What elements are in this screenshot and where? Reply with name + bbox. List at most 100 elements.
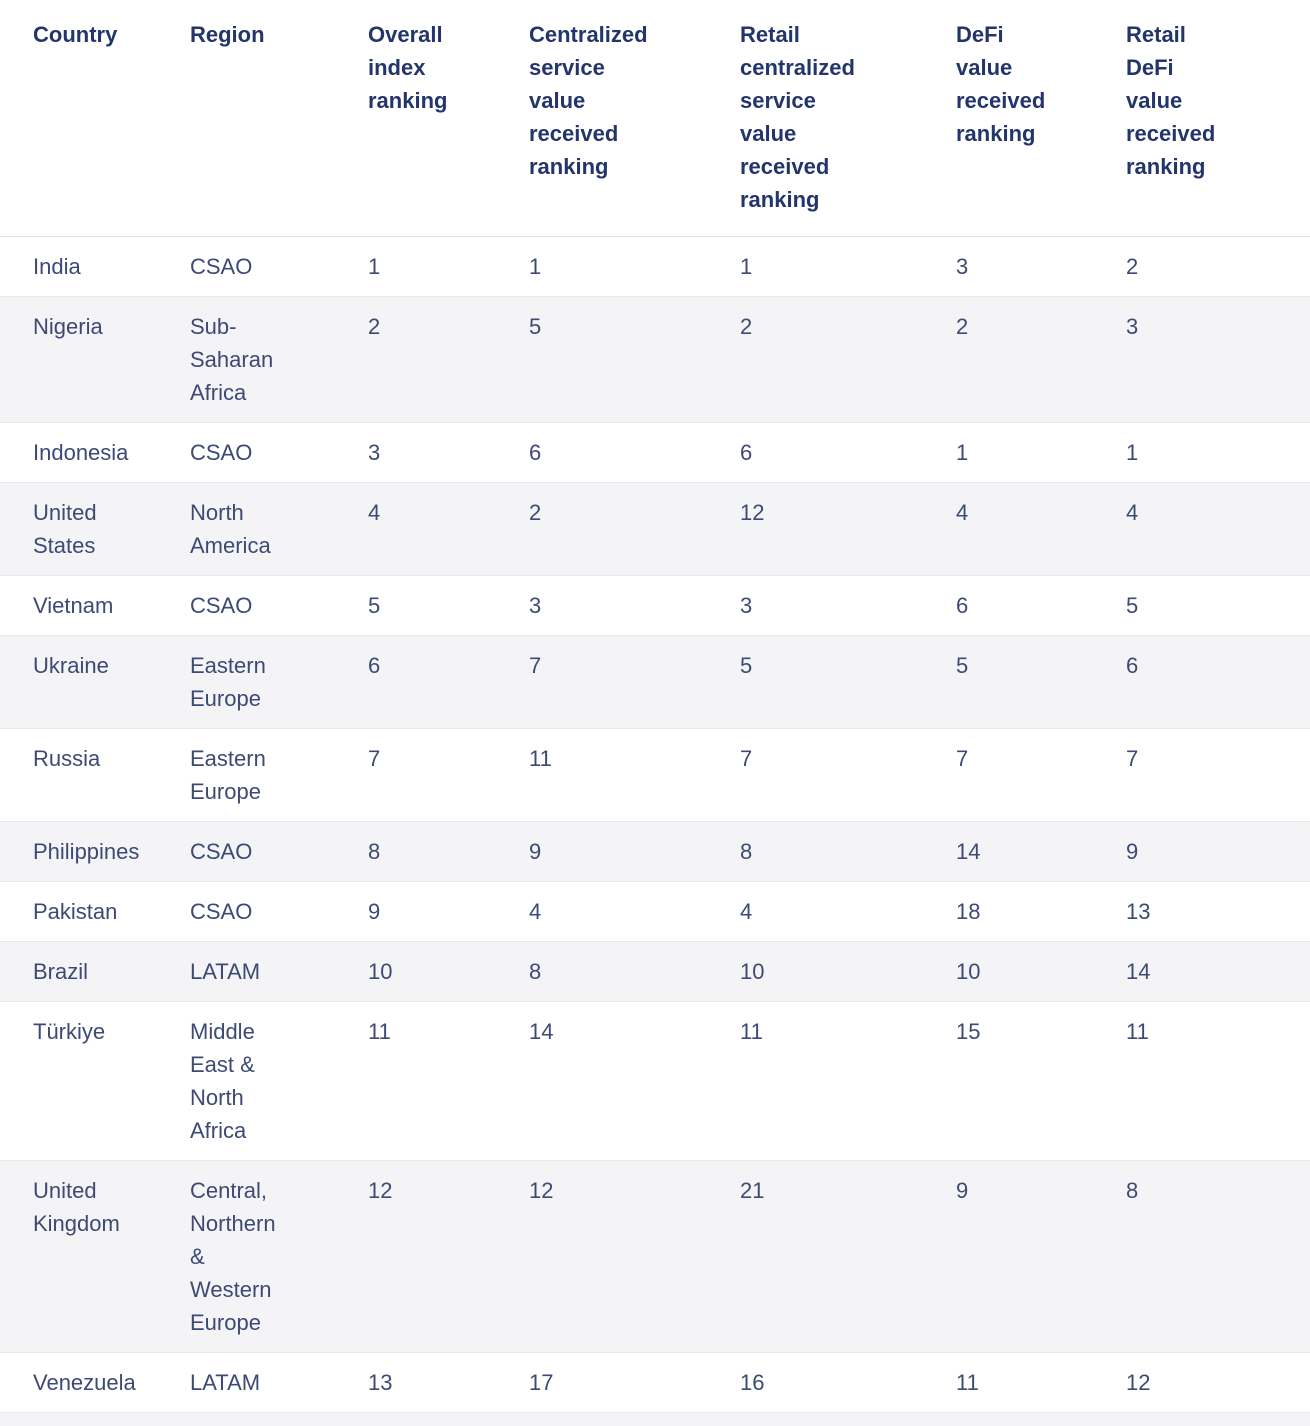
overall-index-ranking-cell: 7	[368, 746, 381, 771]
table-row: Philippines CSAO 8 9 8 14 9	[0, 821, 1310, 882]
table-row: United Kingdom Central, Northern & Wester…	[0, 1160, 1310, 1353]
defi-value-received-ranking-cell: 14	[956, 839, 981, 864]
centralized-service-value-received-ranking-cell: 14	[529, 1019, 554, 1044]
country-cell: Venezuela	[33, 1370, 136, 1395]
country-cell: India	[33, 254, 81, 279]
region-cell: North America	[190, 500, 271, 558]
region-cell: LATAM	[190, 1370, 261, 1395]
overall-index-ranking-cell: 12	[368, 1178, 393, 1203]
region-cell: Eastern Europe	[190, 746, 266, 804]
country-cell: Ukraine	[33, 653, 109, 678]
table-row: Vietnam CSAO 5 3 3 6 5	[0, 575, 1310, 636]
column-header-overall-index-ranking: Overall index ranking	[367, 0, 528, 237]
retail-defi-value-received-ranking-cell: 13	[1126, 899, 1151, 924]
overall-index-ranking-cell: 6	[368, 653, 381, 678]
defi-value-received-ranking-cell: 9	[956, 1178, 969, 1203]
table-row: Russia Eastern Europe 7 11 7 7 7	[0, 728, 1310, 822]
table-row: Indonesia CSAO 3 6 6 1 1	[0, 422, 1310, 483]
retail-defi-value-received-ranking-cell: 14	[1126, 959, 1151, 984]
retail-centralized-service-value-received-ranking-cell: 2	[740, 314, 753, 339]
table-row: India CSAO 1 1 1 3 2	[0, 236, 1310, 297]
retail-defi-value-received-ranking-cell: 2	[1126, 254, 1139, 279]
defi-value-received-ranking-cell: 4	[956, 500, 969, 525]
overall-index-ranking-cell: 13	[368, 1370, 393, 1395]
country-cell: Indonesia	[33, 440, 129, 465]
table-row: Venezuela LATAM 13 17 16 11 12	[0, 1352, 1310, 1413]
retail-centralized-service-value-received-ranking-cell: 16	[740, 1370, 765, 1395]
partial-next-row	[0, 1413, 1310, 1426]
column-header-retail-defi-value-received-ranking: Retail DeFi value received ranking	[1125, 0, 1310, 237]
overall-index-ranking-cell: 8	[368, 839, 381, 864]
retail-centralized-service-value-received-ranking-cell: 5	[740, 653, 753, 678]
centralized-service-value-received-ranking-cell: 3	[529, 593, 542, 618]
header-row: Country Region Overall index ranking Centra…	[0, 0, 1310, 237]
retail-defi-value-received-ranking-cell: 5	[1126, 593, 1139, 618]
overall-index-ranking-cell: 11	[368, 1019, 391, 1044]
column-header-region: Region	[189, 0, 367, 237]
overall-index-ranking-cell: 1	[368, 254, 381, 279]
region-cell: Eastern Europe	[190, 653, 266, 711]
defi-value-received-ranking-cell: 3	[956, 254, 969, 279]
region-cell: CSAO	[190, 839, 253, 864]
retail-centralized-service-value-received-ranking-cell: 6	[740, 440, 753, 465]
retail-centralized-service-value-received-ranking-cell: 12	[740, 500, 765, 525]
retail-defi-value-received-ranking-cell: 4	[1126, 500, 1139, 525]
defi-value-received-ranking-cell: 7	[956, 746, 969, 771]
defi-value-received-ranking-cell: 10	[956, 959, 981, 984]
centralized-service-value-received-ranking-cell: 1	[529, 254, 542, 279]
retail-centralized-service-value-received-ranking-cell: 8	[740, 839, 753, 864]
column-header-defi-value-received-ranking: DeFi value received ranking	[955, 0, 1125, 237]
overall-index-ranking-cell: 2	[368, 314, 381, 339]
table-row: Ukraine Eastern Europe 6 7 5 5 6	[0, 635, 1310, 729]
country-cell: Brazil	[33, 959, 89, 984]
centralized-service-value-received-ranking-cell: 2	[529, 500, 542, 525]
retail-defi-value-received-ranking-cell: 3	[1126, 314, 1139, 339]
retail-defi-value-received-ranking-cell: 7	[1126, 746, 1139, 771]
country-cell: Türkiye	[33, 1019, 106, 1044]
centralized-service-value-received-ranking-cell: 11	[529, 746, 552, 771]
region-cell: Central, Northern & Western Europe	[190, 1178, 276, 1335]
table-row: Pakistan CSAO 9 4 4 18 13	[0, 881, 1310, 942]
table-row: United States North America 4 2 12 4 4	[0, 482, 1310, 576]
country-cell: Pakistan	[33, 899, 118, 924]
table-row: Nigeria Sub-Saharan Africa 2 5 2 2 3	[0, 296, 1310, 423]
retail-centralized-service-value-received-ranking-cell: 4	[740, 899, 753, 924]
table-row: Türkiye Middle East & North Africa 11 14 11 1…	[0, 1001, 1310, 1161]
centralized-service-value-received-ranking-cell: 5	[529, 314, 542, 339]
defi-value-received-ranking-cell: 15	[956, 1019, 981, 1044]
defi-value-received-ranking-cell: 5	[956, 653, 969, 678]
region-cell: LATAM	[190, 959, 261, 984]
centralized-service-value-received-ranking-cell: 9	[529, 839, 542, 864]
retail-defi-value-received-ranking-cell: 12	[1126, 1370, 1151, 1395]
retail-defi-value-received-ranking-cell: 1	[1126, 440, 1139, 465]
overall-index-ranking-cell: 5	[368, 593, 381, 618]
column-header-country: Country	[0, 0, 189, 237]
centralized-service-value-received-ranking-cell: 4	[529, 899, 542, 924]
retail-centralized-service-value-received-ranking-cell: 10	[740, 959, 765, 984]
defi-value-received-ranking-cell: 1	[956, 440, 969, 465]
overall-index-ranking-cell: 4	[368, 500, 381, 525]
country-cell: Russia	[33, 746, 101, 771]
centralized-service-value-received-ranking-cell: 12	[529, 1178, 554, 1203]
region-cell: CSAO	[190, 593, 253, 618]
retail-defi-value-received-ranking-cell: 11	[1126, 1019, 1149, 1044]
retail-centralized-service-value-received-ranking-cell: 11	[740, 1019, 763, 1044]
retail-centralized-service-value-received-ranking-cell: 7	[740, 746, 753, 771]
country-cell: United States	[33, 500, 97, 558]
defi-value-received-ranking-cell: 2	[956, 314, 969, 339]
region-cell: CSAO	[190, 254, 253, 279]
centralized-service-value-received-ranking-cell: 17	[529, 1370, 554, 1395]
overall-index-ranking-cell: 9	[368, 899, 381, 924]
retail-centralized-service-value-received-ranking-cell: 21	[740, 1178, 765, 1203]
retail-centralized-service-value-received-ranking-cell: 3	[740, 593, 753, 618]
defi-value-received-ranking-cell: 11	[956, 1370, 979, 1395]
country-cell: Philippines	[33, 839, 140, 864]
table-header: Country Region Overall index ranking Centra…	[0, 0, 1310, 237]
retail-defi-value-received-ranking-cell: 8	[1126, 1178, 1139, 1203]
column-header-retail-centralized-service-value-received-ranking: Retail centralized service value receive…	[739, 0, 955, 237]
country-cell: United Kingdom	[33, 1178, 120, 1236]
country-cell: Nigeria	[33, 314, 103, 339]
retail-defi-value-received-ranking-cell: 9	[1126, 839, 1139, 864]
